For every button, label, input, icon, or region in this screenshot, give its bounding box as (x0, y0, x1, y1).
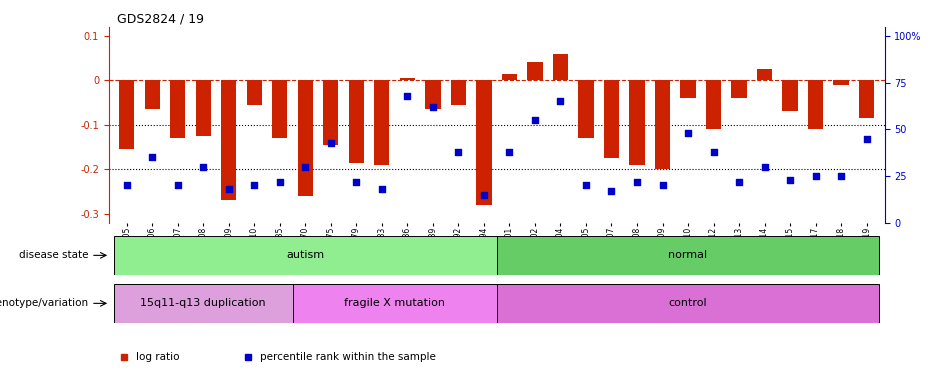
Bar (170, 80, 185, 138)
Point (527, 117, 542, 123)
Bar (578, 80, 594, 138)
Bar (119, 80, 134, 149)
Point (324, 139, 339, 146)
Bar (808, 80, 823, 129)
Bar (680, 80, 695, 98)
Point (170, 182, 185, 189)
Bar (757, 69, 772, 80)
Point (706, 149, 721, 155)
Bar (833, 80, 849, 85)
Bar (196, 80, 211, 136)
Point (272, 179, 288, 185)
Bar (114, 236, 497, 275)
Point (731, 179, 746, 185)
Point (451, 149, 466, 155)
Bar (298, 80, 313, 196)
Bar (221, 80, 236, 200)
Bar (497, 284, 880, 323)
Point (833, 173, 849, 179)
Bar (552, 54, 569, 80)
Point (655, 182, 670, 189)
Bar (292, 284, 497, 323)
Text: control: control (669, 298, 708, 308)
Text: autism: autism (287, 250, 324, 260)
Point (221, 186, 236, 192)
Text: disease state: disease state (19, 250, 88, 260)
Text: fragile X mutation: fragile X mutation (344, 298, 445, 308)
Bar (425, 80, 441, 109)
Bar (375, 80, 390, 165)
Bar (527, 63, 543, 80)
Point (247, 182, 262, 189)
Bar (859, 80, 874, 118)
Point (578, 182, 593, 189)
Point (426, 104, 441, 110)
Bar (706, 80, 721, 129)
Point (477, 192, 492, 198)
Text: genotype/variation: genotype/variation (0, 298, 88, 308)
Bar (145, 80, 160, 109)
Text: normal: normal (669, 250, 708, 260)
Point (552, 98, 568, 104)
Point (629, 179, 644, 185)
Bar (629, 80, 644, 165)
Text: 15q11-q13 duplication: 15q11-q13 duplication (140, 298, 266, 308)
Bar (450, 80, 466, 105)
Point (782, 177, 797, 183)
Bar (476, 80, 492, 205)
Point (757, 164, 772, 170)
Bar (349, 80, 364, 163)
Point (859, 136, 874, 142)
Text: GDS2824 / 19: GDS2824 / 19 (116, 13, 203, 26)
Bar (324, 80, 339, 145)
Bar (655, 80, 670, 169)
Point (298, 164, 313, 170)
Bar (731, 80, 746, 98)
Bar (272, 80, 288, 138)
Bar (604, 80, 619, 158)
Bar (497, 236, 880, 275)
Point (349, 179, 364, 185)
Point (400, 93, 415, 99)
Point (680, 130, 695, 136)
Text: log ratio: log ratio (136, 352, 180, 362)
Point (145, 154, 160, 161)
Bar (114, 284, 292, 323)
Bar (782, 80, 797, 111)
Bar (501, 74, 517, 80)
Point (375, 186, 390, 192)
Point (501, 149, 517, 155)
Point (604, 188, 619, 194)
Point (119, 182, 134, 189)
Bar (247, 80, 262, 105)
Bar (399, 78, 415, 80)
Point (808, 173, 823, 179)
Point (196, 164, 211, 170)
Text: percentile rank within the sample: percentile rank within the sample (260, 352, 436, 362)
